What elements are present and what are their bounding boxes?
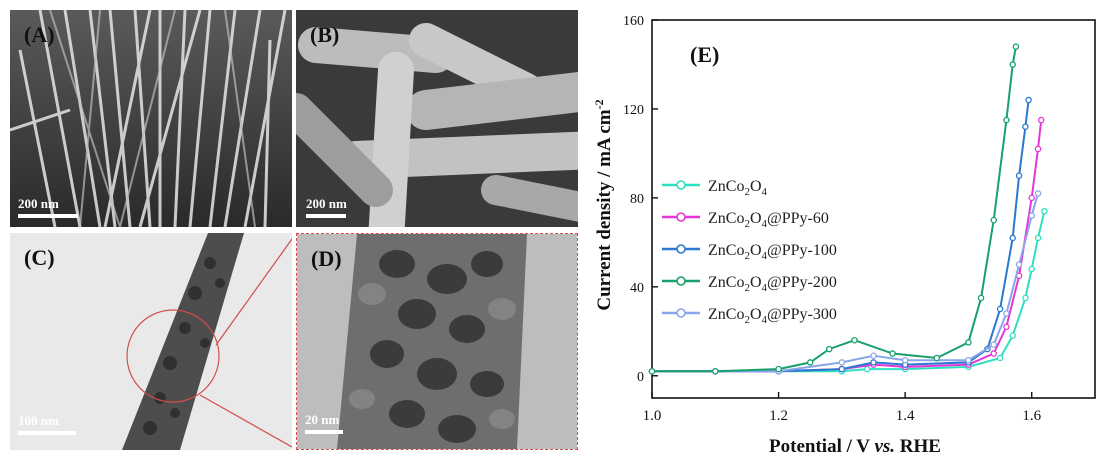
series-marker [977,294,985,302]
sem-image-b-graphic [296,10,578,227]
panel-label-b: (B) [310,22,340,47]
series-marker [1041,207,1048,215]
series-marker [870,359,877,366]
x-tick-label: 1.2 [769,408,788,424]
series-marker [965,356,972,364]
panel-label-c: (C) [24,245,55,270]
legend-label: ZnCo2O4@PPy-300 [708,306,837,326]
series-marker [1037,116,1045,124]
legend-marker [676,180,686,190]
series-marker [901,356,909,364]
series-marker [1015,172,1023,179]
y-tick-label: 80 [630,192,644,207]
x-tick-label: 1.4 [896,408,915,424]
series-marker [870,352,877,360]
legend-label: ZnCo2O4@PPy-200 [708,274,837,294]
series-marker [990,216,997,224]
sem-image-a-graphic [10,10,292,227]
chart-series-lines [648,43,1048,375]
zoom-line-bottom [199,394,292,448]
series-marker [1022,294,1029,302]
x-tick-label: 1.0 [643,408,662,424]
series-marker [1012,43,1020,50]
chart-x-axis-label: Potential / V vs. RHE [769,436,941,457]
zoom-line-top [215,238,292,346]
lsv-chart: 0 40 80 120 160 1.0 1.2 1.4 1.6 ZnCo2O4 ZnCo2O4@P… [592,14,1096,457]
x-tick-label: 1.6 [1022,408,1041,424]
series-marker [851,336,858,344]
y-tick-label: 120 [623,103,644,118]
series-marker [965,339,972,346]
panel-label-a: (A) [24,22,55,47]
series-marker [1028,265,1035,273]
tem-image-c-graphic [10,233,292,450]
series-marker [996,354,1004,362]
series-marker [1009,61,1016,68]
tem-image-d-graphic [297,234,577,449]
legend-marker [676,212,686,222]
chart-legend: ZnCo2O4 ZnCo2O4@PPy-60 ZnCo2O4@PPy-100 ZnCo… [662,178,837,326]
series-marker [1003,310,1010,317]
panel-label-d: (D) [311,246,342,271]
series-marker [1028,194,1035,202]
series-marker [996,305,1004,313]
chart-y-axis-label: Current density / mA cm-2 [592,99,615,310]
series-marker [990,350,997,357]
scale-bar-b [306,214,346,218]
legend-marker [676,244,686,254]
series-line-3 [652,46,1017,373]
legend-label: ZnCo2O4@PPy-100 [708,242,837,262]
legend-label: ZnCo2O4@PPy-60 [708,210,829,230]
series-marker [889,350,896,357]
zoom-circle [126,309,220,403]
scale-label-a: 200 nm [18,196,59,211]
scale-bar-c [18,431,76,435]
plot-frame [651,19,1096,399]
series-marker [825,345,833,353]
series-marker [863,365,871,373]
series-marker [1034,190,1042,197]
series-marker [838,365,846,373]
y-tick-label: 40 [630,281,644,296]
series-marker [712,368,719,375]
series-marker [1034,234,1042,242]
chart-panel-label: (E) [690,42,719,67]
chart-axes: 0 40 80 120 160 1.0 1.2 1.4 1.6 [623,14,1096,424]
series-marker [933,354,941,362]
series-marker [1009,234,1016,242]
sem-image-b: (B) 200 nm [296,10,578,227]
series-marker [1003,116,1010,124]
scale-bar-a [18,214,78,218]
tem-image-c: (C) 100 nm [10,233,292,450]
series-marker [990,341,997,348]
series-marker [1028,212,1035,219]
series-marker [648,368,656,375]
scale-label-c: 100 nm [18,413,59,428]
series-marker [1022,123,1029,130]
legend-marker [676,276,686,286]
series-marker [1003,323,1010,331]
series-marker [806,359,814,366]
series-marker [1015,261,1023,268]
scale-bar-d [305,430,343,434]
series-marker [1034,145,1042,153]
sem-image-a: (A) 200 nm [10,10,292,227]
series-marker [1009,332,1016,339]
tem-image-d: (D) 20 nm [296,233,578,450]
series-marker [775,365,782,373]
series-marker [1025,96,1032,104]
legend-label: ZnCo2O4 [708,178,768,198]
series-marker [838,359,846,366]
y-tick-label: 160 [623,14,644,29]
legend-marker [676,308,686,318]
scale-label-d: 20 nm [305,412,340,427]
scale-label-b: 200 nm [306,196,347,211]
y-tick-label: 0 [637,370,644,385]
